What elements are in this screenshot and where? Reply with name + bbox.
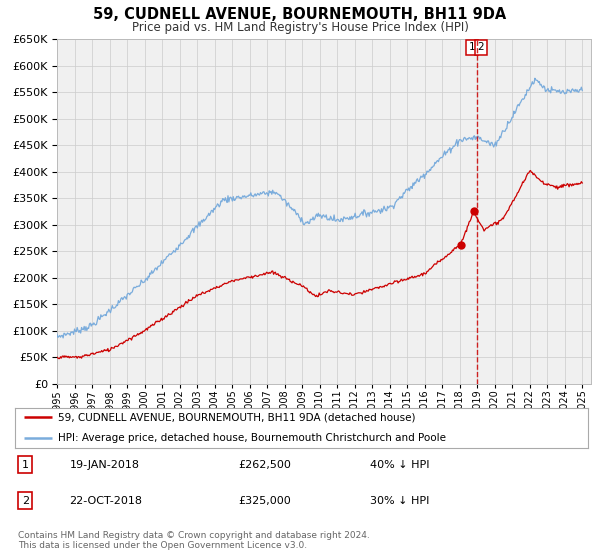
- Text: £325,000: £325,000: [238, 496, 291, 506]
- Text: 30% ↓ HPI: 30% ↓ HPI: [370, 496, 430, 506]
- Text: 2: 2: [478, 42, 484, 52]
- Text: 19-JAN-2018: 19-JAN-2018: [70, 460, 139, 470]
- Text: Price paid vs. HM Land Registry's House Price Index (HPI): Price paid vs. HM Land Registry's House …: [131, 21, 469, 34]
- Text: HPI: Average price, detached house, Bournemouth Christchurch and Poole: HPI: Average price, detached house, Bour…: [58, 432, 446, 442]
- Text: Contains HM Land Registry data © Crown copyright and database right 2024.
This d: Contains HM Land Registry data © Crown c…: [18, 531, 370, 550]
- Text: 40% ↓ HPI: 40% ↓ HPI: [370, 460, 430, 470]
- Text: £262,500: £262,500: [238, 460, 292, 470]
- Text: 2: 2: [22, 496, 29, 506]
- Text: 59, CUDNELL AVENUE, BOURNEMOUTH, BH11 9DA: 59, CUDNELL AVENUE, BOURNEMOUTH, BH11 9D…: [94, 7, 506, 22]
- Text: 22-OCT-2018: 22-OCT-2018: [70, 496, 142, 506]
- Text: 1: 1: [22, 460, 29, 470]
- Text: 1: 1: [469, 42, 476, 52]
- Text: 59, CUDNELL AVENUE, BOURNEMOUTH, BH11 9DA (detached house): 59, CUDNELL AVENUE, BOURNEMOUTH, BH11 9D…: [58, 412, 415, 422]
